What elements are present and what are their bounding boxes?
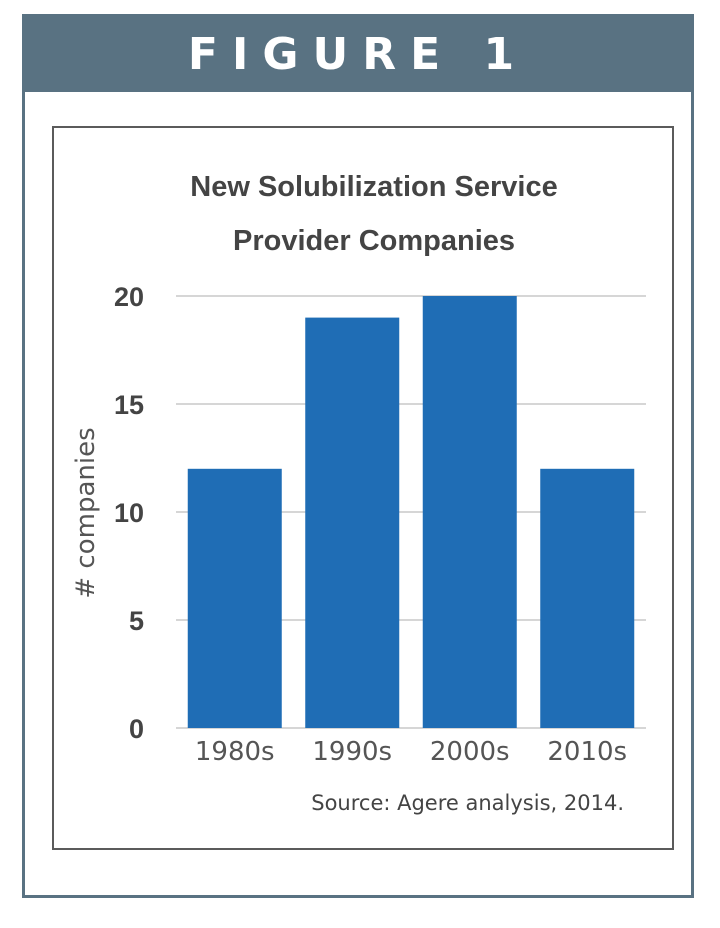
x-category-label: 1980s bbox=[195, 737, 275, 767]
y-tick-label: 0 bbox=[129, 714, 144, 744]
source-note: Source: Agere analysis, 2014. bbox=[311, 791, 624, 815]
bar-1980s bbox=[187, 468, 282, 728]
y-axis-title: # companies bbox=[71, 427, 101, 598]
y-tick-label: 5 bbox=[129, 606, 144, 636]
x-category-label: 2000s bbox=[430, 737, 510, 767]
x-category-label: 1990s bbox=[312, 737, 392, 767]
figure-header: FIGURE 1 bbox=[25, 17, 691, 92]
bar-1990s bbox=[305, 317, 400, 728]
chart-container: New Solubilization Service Provider Comp… bbox=[52, 126, 674, 850]
x-category-label: 2010s bbox=[547, 737, 627, 767]
bar-chart: New Solubilization Service Provider Comp… bbox=[71, 171, 646, 815]
chart-title-line-2: Provider Companies bbox=[233, 225, 515, 257]
y-tick-label: 15 bbox=[114, 390, 144, 420]
label-layer: 0 5 10 15 20 1980s 1990s 2000s 2010s bbox=[114, 282, 627, 767]
y-tick-label: 10 bbox=[114, 498, 144, 528]
chart-title-line-1: New Solubilization Service bbox=[190, 171, 557, 203]
bar-2000s bbox=[422, 296, 517, 728]
bar-2010s bbox=[540, 468, 635, 728]
bar-layer bbox=[187, 296, 635, 728]
y-tick-label: 20 bbox=[114, 282, 144, 312]
